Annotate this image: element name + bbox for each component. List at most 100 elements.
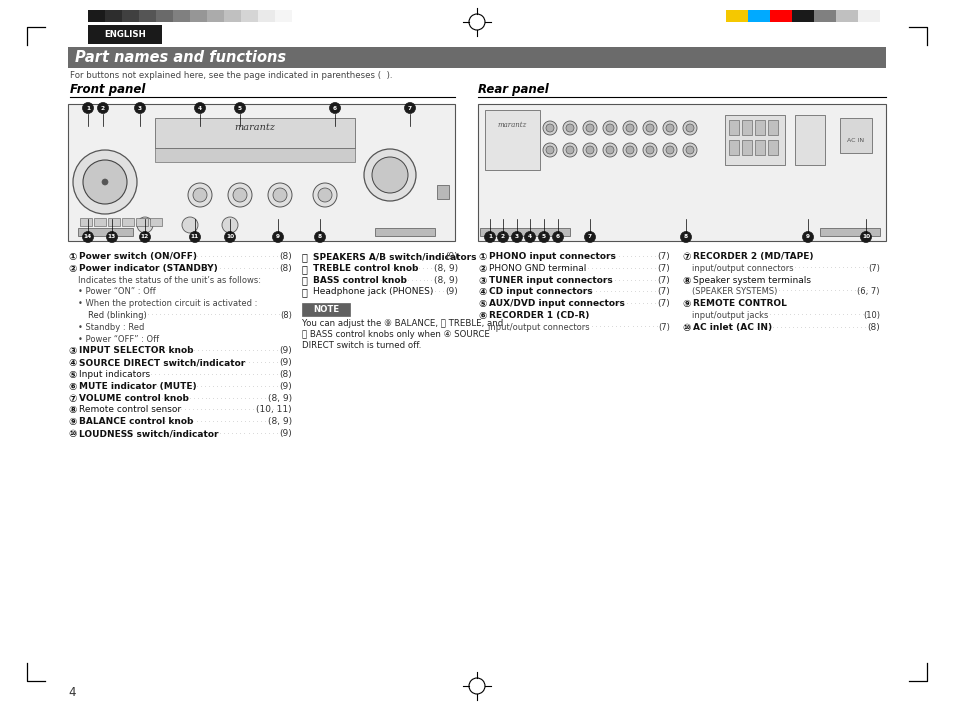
Circle shape [137, 217, 152, 233]
Circle shape [602, 121, 617, 135]
Text: marantz: marantz [497, 121, 526, 129]
Text: ⑥: ⑥ [68, 382, 76, 392]
Text: 12: 12 [141, 234, 149, 239]
Text: PHONO input connectors: PHONO input connectors [489, 252, 616, 261]
Text: 2: 2 [101, 105, 105, 110]
Bar [484, 110, 539, 170]
Text: For buttons not explained here, see the page indicated in parentheses (  ).: For buttons not explained here, see the … [70, 71, 392, 79]
Text: LOUDNESS switch/indicator: LOUDNESS switch/indicator [79, 429, 218, 438]
Text: (8): (8) [279, 264, 292, 273]
Circle shape [484, 232, 495, 243]
Text: ⑦: ⑦ [68, 394, 76, 404]
Circle shape [139, 232, 151, 243]
Text: 9: 9 [275, 234, 280, 239]
Circle shape [685, 146, 693, 154]
Text: Front panel: Front panel [70, 84, 145, 96]
Bar [754, 140, 764, 155]
Text: ⑩: ⑩ [68, 429, 76, 439]
Text: (7): (7) [657, 299, 669, 308]
Circle shape [82, 232, 93, 243]
Circle shape [665, 124, 673, 132]
Bar [741, 120, 751, 135]
Circle shape [801, 232, 813, 243]
Bar [88, 25, 162, 44]
Circle shape [193, 188, 207, 202]
Circle shape [582, 143, 597, 157]
Bar [747, 10, 769, 22]
Text: • Standby : Red: • Standby : Red [78, 323, 144, 332]
Text: marantz: marantz [234, 123, 275, 132]
Circle shape [317, 188, 332, 202]
Circle shape [188, 183, 212, 207]
Circle shape [182, 217, 198, 233]
Text: ③: ③ [68, 346, 76, 356]
Circle shape [224, 232, 235, 243]
Circle shape [364, 149, 416, 201]
Circle shape [511, 232, 522, 243]
Circle shape [542, 143, 557, 157]
Text: INPUT SELECTOR knob: INPUT SELECTOR knob [79, 346, 193, 355]
Text: 3: 3 [138, 105, 142, 110]
Text: (8, 9): (8, 9) [268, 394, 292, 403]
Bar [139, 10, 156, 22]
Bar [257, 10, 274, 22]
Bar [241, 10, 257, 22]
Circle shape [565, 146, 574, 154]
Text: 10: 10 [861, 234, 869, 239]
Circle shape [82, 103, 93, 113]
Text: ⑬ BASS control knobs only when ④ SOURCE: ⑬ BASS control knobs only when ④ SOURCE [302, 330, 489, 339]
Circle shape [314, 232, 325, 243]
Circle shape [685, 124, 693, 132]
Circle shape [497, 232, 508, 243]
Circle shape [524, 232, 535, 243]
Text: MUTE indicator (MUTE): MUTE indicator (MUTE) [79, 382, 196, 391]
Text: 6: 6 [333, 105, 336, 110]
Bar [767, 120, 778, 135]
Circle shape [682, 121, 697, 135]
Text: (9): (9) [279, 382, 292, 391]
Text: SOURCE DIRECT switch/indicator: SOURCE DIRECT switch/indicator [79, 358, 245, 367]
Text: input/output connectors: input/output connectors [488, 323, 589, 332]
Circle shape [682, 143, 697, 157]
Text: Headphone jack (PHONES): Headphone jack (PHONES) [313, 287, 433, 297]
Circle shape [83, 160, 127, 204]
Text: (6, 7): (6, 7) [857, 287, 879, 297]
Text: BALANCE control knob: BALANCE control knob [79, 417, 193, 426]
Text: 4: 4 [527, 234, 532, 239]
Bar [857, 10, 879, 22]
Text: SPEAKERS A/B switch/indicators: SPEAKERS A/B switch/indicators [313, 252, 476, 261]
Circle shape [545, 124, 554, 132]
Circle shape [565, 124, 574, 132]
Text: RECORDER 2 (MD/TAPE): RECORDER 2 (MD/TAPE) [692, 252, 813, 261]
Bar [94, 218, 106, 226]
Text: (9): (9) [279, 358, 292, 367]
Text: 8: 8 [683, 234, 687, 239]
Text: (8): (8) [279, 252, 292, 261]
Circle shape [642, 143, 657, 157]
Text: VOLUME control knob: VOLUME control knob [79, 394, 189, 403]
Circle shape [102, 179, 108, 185]
Circle shape [73, 150, 137, 214]
Bar [150, 218, 162, 226]
Text: CD input connectors: CD input connectors [489, 287, 592, 297]
Circle shape [404, 103, 416, 113]
Circle shape [228, 183, 252, 207]
Circle shape [562, 121, 577, 135]
Circle shape [97, 103, 109, 113]
Bar [274, 10, 292, 22]
Circle shape [625, 146, 634, 154]
Text: (9): (9) [279, 346, 292, 355]
Circle shape [273, 232, 283, 243]
Text: 6: 6 [556, 234, 559, 239]
Text: Indicates the status of the unit’s as follows:: Indicates the status of the unit’s as fo… [78, 275, 261, 285]
Text: ⑥: ⑥ [477, 311, 486, 321]
Bar [172, 10, 190, 22]
Bar [725, 10, 747, 22]
Circle shape [273, 188, 287, 202]
Bar [840, 118, 871, 153]
Text: • Power “OFF” : Off: • Power “OFF” : Off [78, 335, 159, 343]
Bar [728, 120, 739, 135]
Text: AC inlet (AC IN): AC inlet (AC IN) [692, 323, 771, 332]
Text: ①: ① [68, 252, 76, 262]
Text: (7): (7) [657, 264, 669, 273]
